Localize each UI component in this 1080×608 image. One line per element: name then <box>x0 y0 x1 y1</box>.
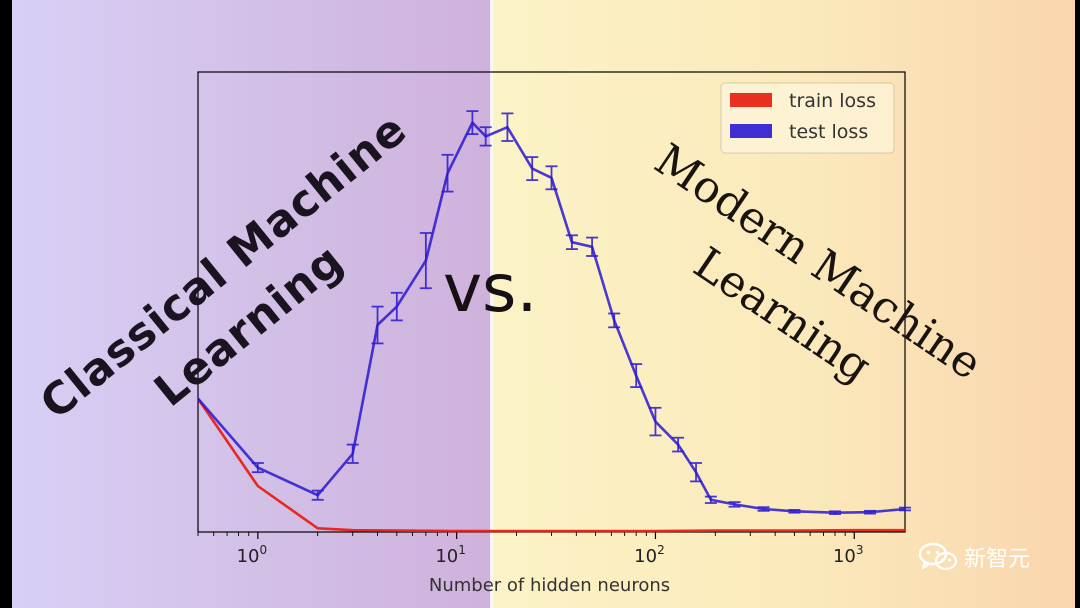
test-loss-error-bar <box>346 443 359 464</box>
test-loss-error-bar <box>441 153 454 193</box>
test-loss-error-bar <box>371 305 384 345</box>
test-loss-error-bar <box>649 406 662 437</box>
train-legend-label: train loss <box>789 90 876 112</box>
test-loss-error-bar <box>704 495 717 504</box>
watermark-text: 新智元 <box>964 547 1031 572</box>
test-loss-error-bar <box>479 126 492 147</box>
x-tick-label: 101 <box>435 543 466 567</box>
test-loss-error-bar <box>586 236 599 257</box>
test-loss-error-bar <box>899 506 911 512</box>
test-loss-error-bar <box>828 510 841 515</box>
chart-legend: train loss test loss <box>720 82 895 154</box>
x-tick-label: 100 <box>237 543 268 567</box>
test-loss-error-bar <box>466 110 479 136</box>
test-loss-error-bar <box>419 232 432 290</box>
left-background-panel <box>12 0 492 608</box>
vs-label: vs. <box>443 250 538 327</box>
test-loss-error-bar <box>728 501 741 508</box>
x-tick-label: 102 <box>634 543 665 567</box>
test-loss-error-bar <box>545 165 558 191</box>
test-loss-error-bar <box>251 462 264 474</box>
test-loss-error-bar <box>390 291 403 322</box>
test-loss-error-bar <box>672 436 685 453</box>
test-loss-error-bar <box>311 489 324 501</box>
test-loss-error-bar <box>630 363 643 389</box>
test-loss-error-bar <box>757 506 770 512</box>
test-loss-error-bar <box>565 234 578 251</box>
test-legend-swatch <box>730 124 772 138</box>
test-loss-error-bar <box>608 312 621 329</box>
train-loss-line <box>196 397 905 533</box>
test-loss-error-bar <box>788 509 801 514</box>
test-loss-error-bar <box>526 156 539 182</box>
x-axis-label: Number of hidden neurons <box>429 575 670 596</box>
test-loss-error-bar <box>690 462 703 483</box>
wechat-icon <box>918 542 958 572</box>
train-legend-swatch <box>730 93 772 107</box>
test-loss-error-bar <box>863 509 876 515</box>
x-tick-label: 103 <box>833 543 864 567</box>
watermark: 新智元 <box>918 541 1030 573</box>
test-legend-label: test loss <box>789 121 868 143</box>
panel-divider <box>490 0 493 608</box>
test-loss-error-bar <box>501 112 514 142</box>
